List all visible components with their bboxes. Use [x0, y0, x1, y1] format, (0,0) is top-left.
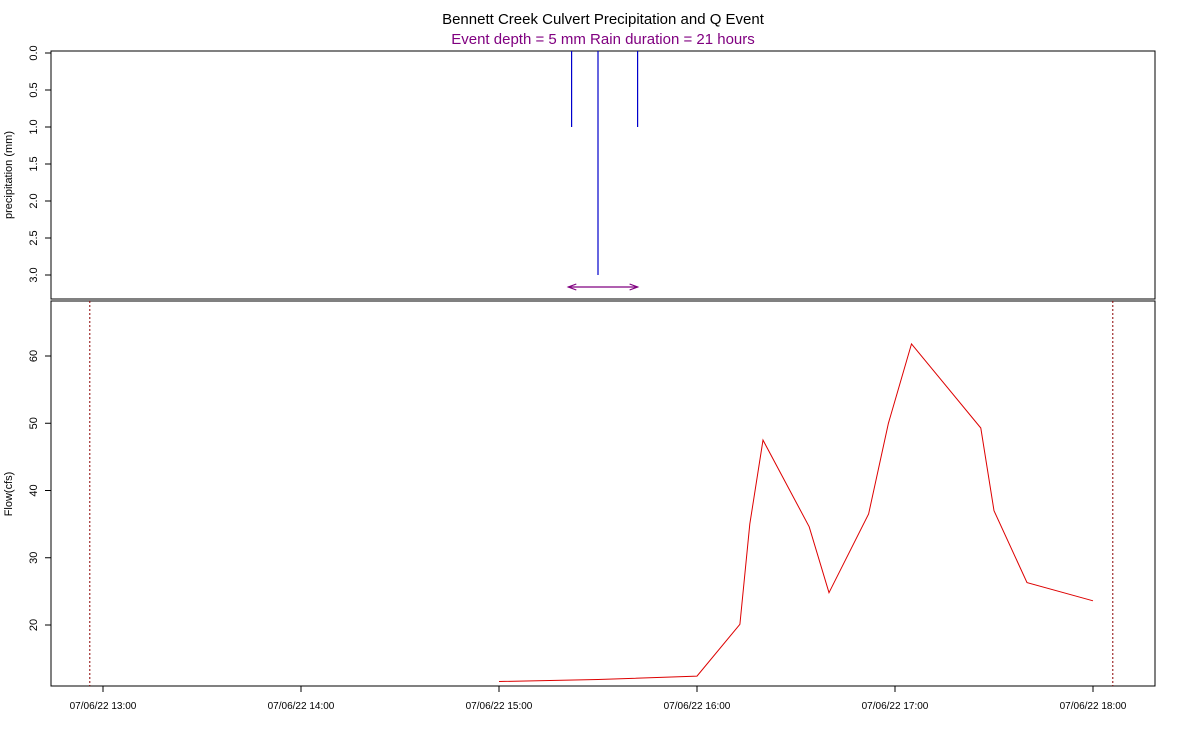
x-tick-label: 07/06/22 13:00 [70, 701, 137, 712]
duration-arrow-head-left [566, 283, 577, 291]
rain-duration-arrow [566, 283, 640, 291]
precip-y-tick-label: 1.0 [28, 119, 40, 134]
precip-plot-frame [50, 50, 1156, 300]
x-tick-label: 07/06/22 15:00 [466, 701, 533, 712]
flow-y-tick-label: 40 [28, 484, 40, 496]
precip-y-tick-label: 0.5 [28, 82, 40, 97]
x-tick-label: 07/06/22 14:00 [268, 701, 335, 712]
precip-bars [570, 51, 639, 275]
precip-y-tick-label: 2.5 [28, 230, 40, 245]
precip-y-axis: 0.0 0.5 1.0 1.5 2.0 2.5 3.0 [28, 45, 52, 283]
precip-y-tick-label: 2.0 [28, 193, 40, 208]
duration-arrow-head-right [629, 283, 640, 291]
x-tick-label: 07/06/22 17:00 [862, 701, 929, 712]
chart-title: Bennett Creek Culvert Precipitation and … [442, 11, 765, 28]
flow-plot-frame [50, 300, 1156, 687]
time-x-axis: 07/06/22 13:00 07/06/22 14:00 07/06/22 15:… [70, 686, 1127, 712]
event-markers [89, 301, 1114, 686]
flow-y-axis-label: Flow(cfs) [3, 472, 15, 517]
precip-y-tick-label: 3.0 [28, 267, 40, 282]
flow-y-tick-label: 50 [28, 417, 40, 429]
flow-y-axis: 20 30 40 50 60 [28, 350, 52, 631]
chart-subtitle: Event depth = 5 mm Rain duration = 21 ho… [451, 31, 755, 48]
precip-y-axis-label: precipitation (mm) [3, 131, 15, 219]
precip-y-tick-label: 1.5 [28, 156, 40, 171]
x-tick-label: 07/06/22 18:00 [1060, 701, 1127, 712]
flow-y-tick-label: 30 [28, 552, 40, 564]
flow-line [498, 342, 1094, 682]
x-tick-label: 07/06/22 16:00 [664, 701, 731, 712]
flow-y-tick-label: 60 [28, 350, 40, 362]
precip-y-tick-label: 0.0 [28, 45, 40, 60]
flow-y-tick-label: 20 [28, 619, 40, 631]
